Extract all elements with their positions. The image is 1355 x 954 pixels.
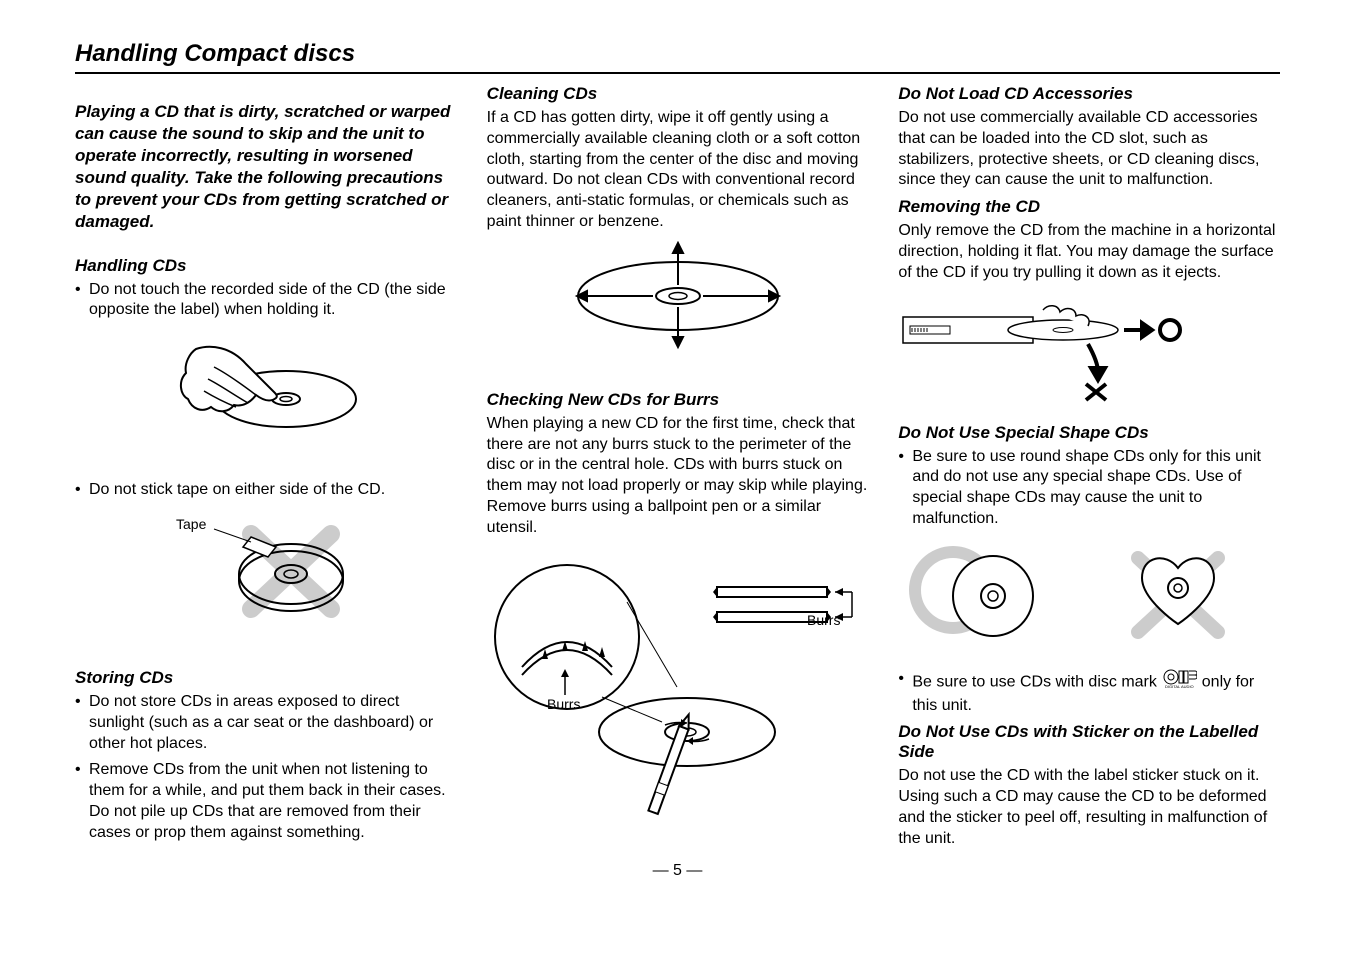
handling-bullet-1: Do not touch the recorded side of the CD… xyxy=(75,280,457,322)
removing-heading: Removing the CD xyxy=(898,197,1280,217)
figure-hand-holding-cd xyxy=(75,329,457,464)
handling-bullets: Do not touch the recorded side of the CD… xyxy=(75,280,457,322)
special-shape-bullet-1: Be sure to use round shape CDs only for … xyxy=(898,447,1280,530)
compact-disc-logo-icon: DIGITAL AUDIO xyxy=(1163,669,1197,696)
column-1: Playing a CD that is dirty, scratched or… xyxy=(75,84,457,856)
accessories-body: Do not use commercially available CD acc… xyxy=(898,108,1280,191)
figure-burrs: Burrs xyxy=(487,547,869,832)
content-columns: Playing a CD that is dirty, scratched or… xyxy=(75,84,1280,856)
column-3: Do Not Load CD Accessories Do not use co… xyxy=(898,84,1280,856)
figure-wipe-direction xyxy=(487,241,869,356)
removing-body: Only remove the CD from the machine in a… xyxy=(898,221,1280,283)
svg-text:DIGITAL AUDIO: DIGITAL AUDIO xyxy=(1165,684,1194,689)
disc-mark-bullet: Be sure to use CDs with disc mark DIGITA… xyxy=(898,669,1280,717)
accessories-heading: Do Not Load CD Accessories xyxy=(898,84,1280,104)
sticker-body: Do not use the CD with the label sticker… xyxy=(898,766,1280,849)
handling-bullets-2: Do not stick tape on either side of the … xyxy=(75,480,457,501)
burrs-body: When playing a new CD for the first time… xyxy=(487,414,869,539)
page-title: Handling Compact discs xyxy=(75,40,1280,68)
figure-tape-on-cd: Tape xyxy=(75,509,457,634)
intro-paragraph: Playing a CD that is dirty, scratched or… xyxy=(75,101,457,234)
svg-text:Burrs: Burrs xyxy=(547,696,580,712)
storing-bullet-1: Do not store CDs in areas exposed to dir… xyxy=(75,692,457,754)
cleaning-body: If a CD has gotten dirty, wipe it off ge… xyxy=(487,108,869,233)
special-shape-heading: Do Not Use Special Shape CDs xyxy=(898,423,1280,443)
storing-heading: Storing CDs xyxy=(75,668,457,688)
disc-mark-text-1: Be sure to use CDs with disc mark xyxy=(912,673,1161,690)
svg-text:Burrs: Burrs xyxy=(807,612,840,628)
sticker-heading: Do Not Use CDs with Sticker on the Label… xyxy=(898,722,1280,762)
svg-text:Tape: Tape xyxy=(176,516,207,532)
cleaning-heading: Cleaning CDs xyxy=(487,84,869,104)
figure-shape-ok-ng xyxy=(898,538,1280,653)
page-number: — 5 — xyxy=(75,862,1280,880)
storing-bullets: Do not store CDs in areas exposed to dir… xyxy=(75,692,457,844)
handling-bullet-2: Do not stick tape on either side of the … xyxy=(75,480,457,501)
title-rule xyxy=(75,72,1280,74)
storing-bullet-2: Remove CDs from the unit when not listen… xyxy=(75,760,457,843)
special-shape-bullets: Be sure to use round shape CDs only for … xyxy=(898,447,1280,530)
figure-remove-cd xyxy=(898,292,1280,407)
handling-heading: Handling CDs xyxy=(75,256,457,276)
disc-mark-bullets: Be sure to use CDs with disc mark DIGITA… xyxy=(898,669,1280,717)
column-2: Cleaning CDs If a CD has gotten dirty, w… xyxy=(487,84,869,856)
burrs-heading: Checking New CDs for Burrs xyxy=(487,390,869,410)
